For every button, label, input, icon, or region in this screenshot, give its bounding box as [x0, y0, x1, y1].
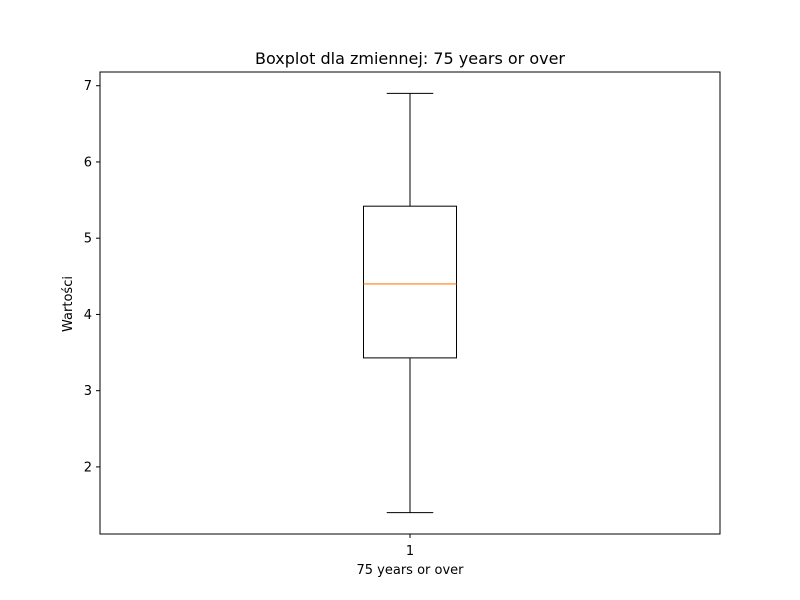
y-tick-label: 7 [84, 79, 92, 94]
y-tick-label: 4 [84, 308, 92, 323]
iqr-box [363, 205, 457, 359]
y-tick-label: 5 [84, 232, 92, 247]
y-tick-label: 2 [84, 460, 92, 475]
x-axis-label: 75 years or over [356, 563, 464, 578]
x-axis: 1 [406, 534, 414, 559]
box-group [363, 92, 457, 514]
x-tick-label: 1 [406, 544, 414, 559]
plot-area [99, 71, 721, 535]
y-tick-label: 3 [84, 384, 92, 399]
y-axis-label: Wartości [61, 276, 76, 332]
y-axis: 2 3 4 5 6 7 [84, 79, 100, 475]
chart-title: Boxplot dla zmiennej: 75 years or over [255, 49, 565, 68]
y-tick-label: 6 [84, 155, 92, 170]
